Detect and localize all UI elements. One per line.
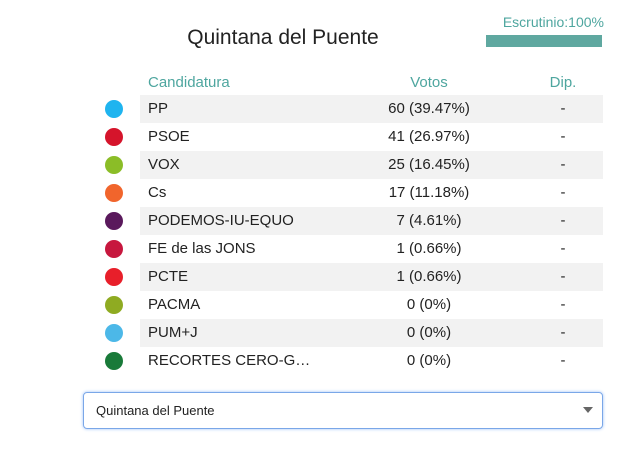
votes: 1 (0.66%) xyxy=(396,240,462,257)
party-color xyxy=(105,296,123,314)
party-color xyxy=(105,128,123,146)
location-select[interactable]: Quintana del Puente xyxy=(83,392,603,429)
seats: - xyxy=(560,324,566,341)
votes: 60 (39.47%) xyxy=(388,100,470,117)
table-row: VOX 25 (16.45%) - xyxy=(140,151,603,179)
column-header: Votos xyxy=(410,74,448,91)
select-value: Quintana del Puente xyxy=(96,403,215,418)
seats: - xyxy=(560,240,566,257)
seats: - xyxy=(560,128,566,145)
seats: - xyxy=(560,268,566,285)
table-row: PACMA 0 (0%) - xyxy=(140,291,603,319)
column-header: Dip. xyxy=(549,74,577,91)
table-row: FE de las JONS 1 (0.66%) - xyxy=(140,235,603,263)
votes: 0 (0%) xyxy=(406,352,452,369)
seats: - xyxy=(560,184,566,201)
candidate-name: Cs xyxy=(148,184,167,201)
scrutiny-label: Escrutinio:100% xyxy=(502,14,604,30)
seats: - xyxy=(560,296,566,313)
votes: 0 (0%) xyxy=(406,324,452,341)
table-row: PUM+J 0 (0%) - xyxy=(140,319,603,347)
party-color xyxy=(105,156,123,174)
seats: - xyxy=(560,100,566,117)
candidate-name: PP xyxy=(148,100,169,117)
votes: 7 (4.61%) xyxy=(396,212,462,229)
candidate-name: PACMA xyxy=(148,296,201,313)
seats: - xyxy=(560,212,566,229)
column-header: Candidatura xyxy=(148,74,230,91)
party-color xyxy=(105,324,123,342)
votes: 1 (0.66%) xyxy=(396,268,462,285)
candidate-name: PODEMOS-IU-EQUO xyxy=(148,212,294,229)
progress-track xyxy=(486,35,602,47)
votes: 0 (0%) xyxy=(406,296,452,313)
dropdown-arrow xyxy=(583,407,593,413)
candidate-name: PSOE xyxy=(148,128,190,145)
party-color xyxy=(105,352,123,370)
party-color xyxy=(105,100,123,118)
title: Quintana del Puente xyxy=(187,26,379,49)
table-row: PSOE 41 (26.97%) - xyxy=(140,123,603,151)
seats: - xyxy=(560,156,566,173)
candidate-name: RECORTES CERO-G… xyxy=(148,352,311,369)
party-color xyxy=(105,212,123,230)
party-color xyxy=(105,268,123,286)
table-row: PP 60 (39.47%) - xyxy=(140,95,603,123)
table-row: RECORTES CERO-G… 0 (0%) - xyxy=(140,347,603,375)
votes: 25 (16.45%) xyxy=(388,156,470,173)
candidate-name: VOX xyxy=(148,156,180,173)
party-color xyxy=(105,240,123,258)
candidate-name: PCTE xyxy=(148,268,189,285)
table-row: Cs 17 (11.18%) - xyxy=(140,179,603,207)
table-row: PODEMOS-IU-EQUO 7 (4.61%) - xyxy=(140,207,603,235)
votes: 17 (11.18%) xyxy=(388,184,470,201)
table-row: PCTE 1 (0.66%) - xyxy=(140,263,603,291)
seats: - xyxy=(560,352,566,369)
progress-bar xyxy=(486,35,602,47)
candidate-name: FE de las JONS xyxy=(148,240,256,257)
candidate-name: PUM+J xyxy=(148,324,198,341)
votes: 41 (26.97%) xyxy=(388,128,470,145)
party-color xyxy=(105,184,123,202)
